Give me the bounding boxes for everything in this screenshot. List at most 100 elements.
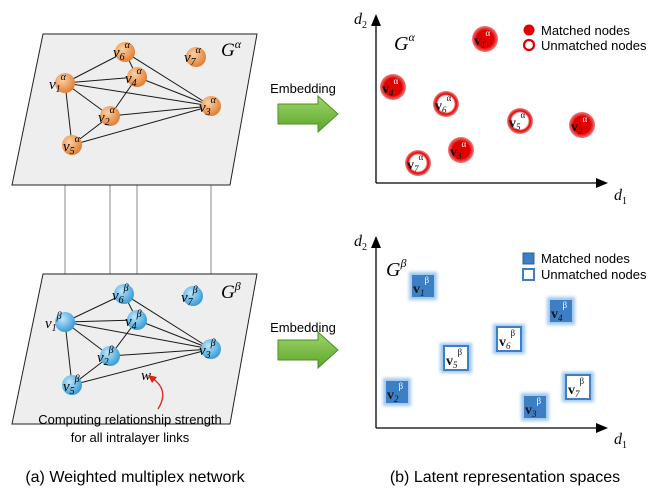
node-beta-v3 [201,339,221,359]
svg-text:v6α: v6α [435,93,452,115]
node-alpha-v6 [115,42,135,62]
weight-label: w [141,368,151,384]
axis-y-beta-label: d2 [354,233,367,253]
alpha-nodes [55,42,221,155]
label-alpha-v3: v3α [199,95,217,118]
edge-b-1-6 [64,293,125,323]
latent-space-alpha: d2 d1 Gα Matched nodes Unmatched nodes v… [354,11,647,207]
latent-point-beta-v5: v5β [440,343,472,373]
space-alpha-label: Gα [394,30,415,55]
latent-point-alpha-v3: v3α [448,137,474,163]
edge-a-1-3 [64,82,212,107]
edge-b-2-3 [109,348,212,357]
svg-text:v3α: v3α [450,139,467,161]
edge-b-1-5 [64,321,73,386]
legend-matched-beta-marker [522,252,535,265]
legend-matched-beta: Matched nodes [541,251,630,266]
latent-point-alpha-v2: v2α [569,112,595,138]
latent-point-beta-v6: v6β [493,324,525,354]
label-beta-v7: v7β [181,285,198,308]
label-beta-v4: v4β [125,309,142,332]
node-beta-v5 [62,375,82,395]
svg-text:v5β: v5β [446,347,463,370]
layer-beta-label: Gβ [221,279,241,303]
beta-node-labels: v6β v7β v1β v4β v2β v3β v5β [45,283,216,397]
caption-b: (b) Latent representation spaces [390,469,620,486]
edge-b-6-3 [123,293,212,350]
weight-arrowhead [148,375,157,383]
alpha-node-labels: v6α v7α v1α v4α v2α v3α v5α [49,40,217,157]
edge-b-5-3 [71,348,212,386]
node-alpha-v3 [201,96,221,116]
node-alpha-v7 [186,47,206,67]
edge-a-6-3 [124,51,212,107]
annotation-line-2: for all intralayer links [71,430,190,445]
edge-b-1-4 [64,319,138,323]
latent-point-beta-v7: v7β [562,372,594,402]
edge-a-4-3 [136,76,212,107]
beta-latent-points: v1β v4β v6β v5β [383,272,594,421]
beta-nodes [55,284,221,395]
annotation-line-1: Computing relationship strength [38,412,222,427]
edge-a-2-3 [109,105,212,117]
latent-point-alpha-v7: v7α [405,150,431,176]
latent-point-beta-v4: v4β [547,297,575,325]
embedding-arrow-bottom [277,330,339,370]
node-beta-v2 [100,346,120,366]
svg-text:v5α: v5α [509,110,526,132]
latent-point-alpha-v4: v4α [380,74,406,100]
legend-unmatched-alpha: Unmatched nodes [541,38,647,53]
svg-text:v2α: v2α [571,114,588,136]
node-beta-v1 [55,312,75,332]
node-alpha-v2 [100,106,120,126]
edge-a-1-6 [64,51,126,84]
axis-y-alpha-head [371,14,381,26]
node-alpha-v4 [127,67,147,87]
label-beta-v2: v2β [97,345,114,368]
weight-arrow [151,377,164,410]
latent-point-beta-v3: v3β [521,393,549,421]
edge-a-1-4 [64,76,138,84]
svg-text:v1β: v1β [413,275,430,298]
axis-y-alpha-label: d2 [354,11,367,31]
axis-x-beta-label: d1 [614,431,627,451]
layer-alpha-label: Gα [221,37,242,61]
label-alpha-v7: v7α [184,45,202,68]
label-beta-v3: v3β [199,338,216,361]
node-beta-v7 [183,286,203,306]
label-alpha-v2: v2α [98,105,116,128]
axis-x-alpha-label: d1 [614,187,627,207]
node-alpha-v5 [62,135,82,155]
legend-matched-alpha: Matched nodes [541,23,630,38]
label-beta-v6: v6β [112,283,129,306]
node-beta-v6 [114,284,134,304]
svg-text:v3β: v3β [525,396,542,419]
svg-text:v4β: v4β [551,300,568,323]
label-alpha-v4: v4α [125,66,143,89]
svg-text:v2β: v2β [387,381,404,404]
legend-unmatched-beta-marker [522,268,535,281]
svg-text:v6β: v6β [499,328,516,351]
legend-matched-alpha-marker [523,24,535,36]
label-beta-v5: v5β [63,374,80,397]
label-alpha-v5: v5α [63,134,81,157]
legend-unmatched-alpha-marker [522,38,536,52]
panel-b: d2 d1 Gα Matched nodes Unmatched nodes v… [354,11,647,486]
latent-space-beta: d2 d1 Gβ Matched nodes Unmatched nodes v… [354,233,647,451]
latent-point-alpha-v5: v5α [507,108,533,134]
label-alpha-v6: v6α [113,40,131,63]
space-beta-label: Gβ [386,256,406,281]
node-beta-v4 [127,310,147,330]
panel-a: Gα v6α v7α v [11,33,258,486]
label-beta-v1: v1β [45,311,62,334]
embedding-arrows: Embedding Embedding [270,81,339,370]
embedding-label-bottom: Embedding [270,320,336,335]
edge-b-1-3 [64,321,212,350]
svg-text:v7β: v7β [568,376,585,399]
axis-x-beta-head [596,423,608,433]
latent-point-alpha-v6: v6α [433,91,459,117]
edge-a-5-3 [71,105,212,146]
edge-a-1-5 [64,82,73,146]
node-alpha-v1 [55,73,75,93]
